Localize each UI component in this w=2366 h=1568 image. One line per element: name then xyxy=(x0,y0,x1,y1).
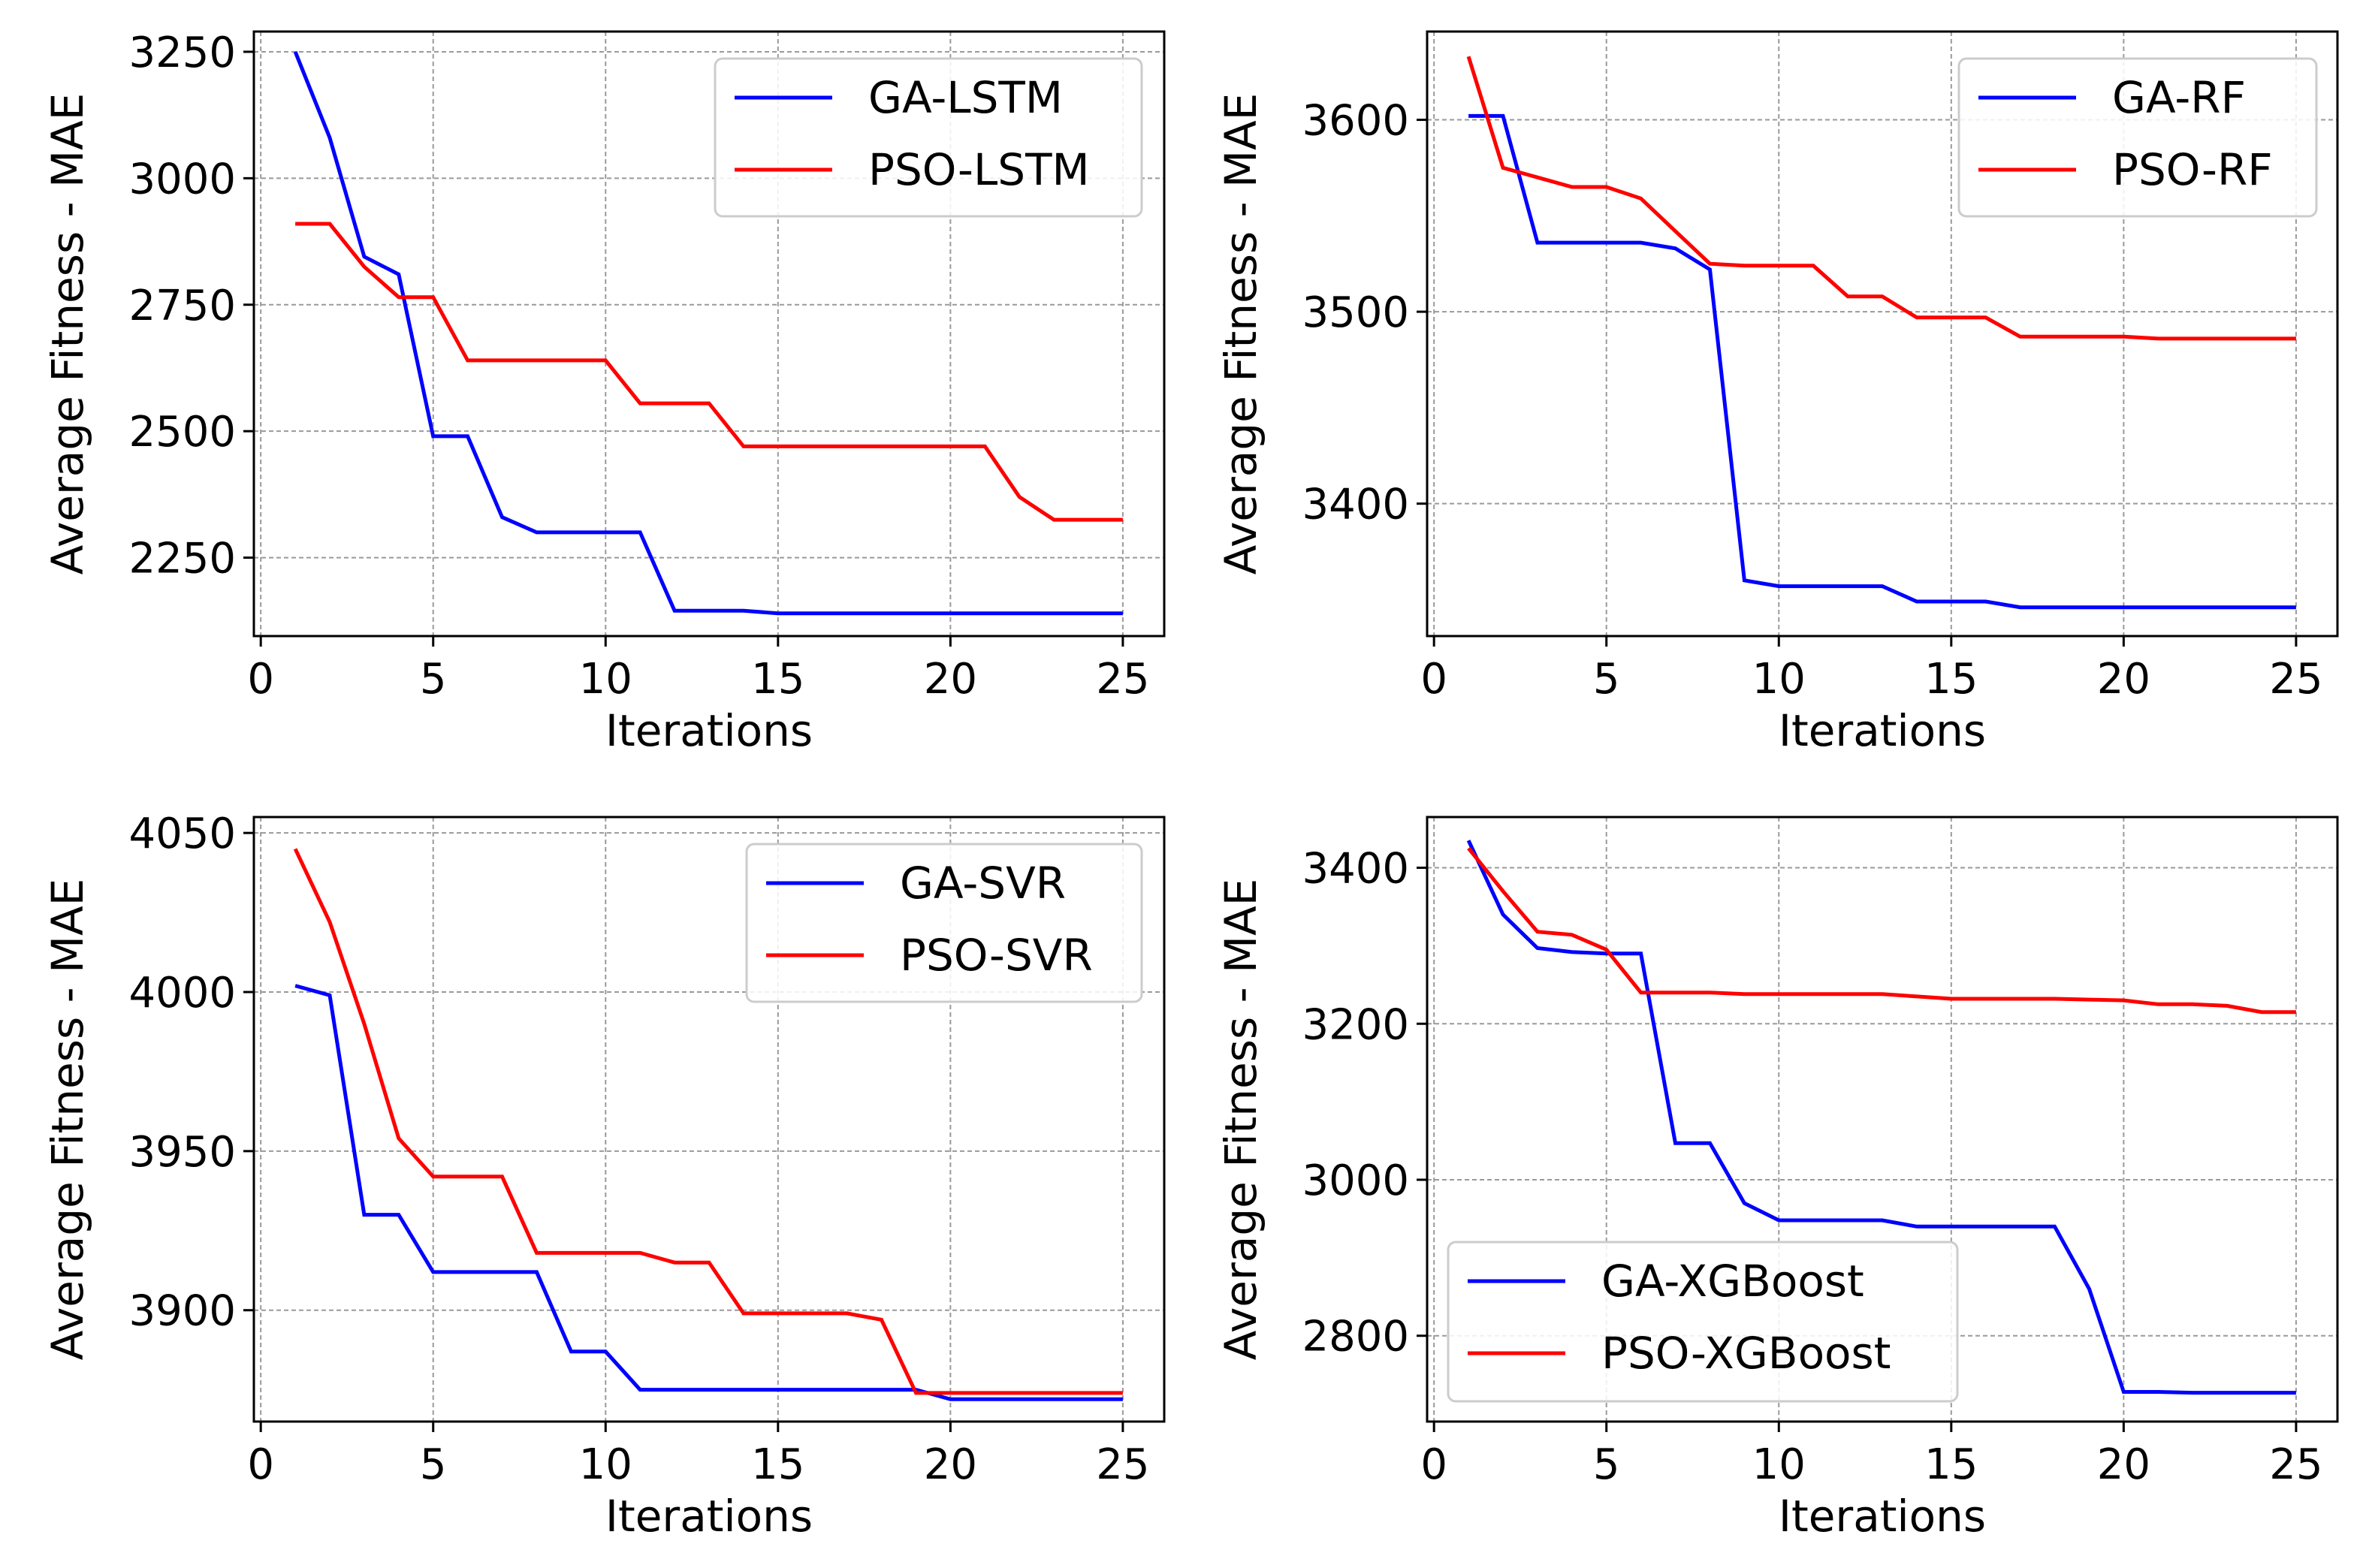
chart-panel-2: 0 5 10 15 20 25 3400 3500 3600 Iterations Average … xyxy=(1215,30,2339,756)
y-tick-label: 4050 xyxy=(128,810,236,858)
y-tick-label: 4000 xyxy=(128,969,236,1018)
legend-label: GA-RF xyxy=(2112,72,2246,123)
series-line-pso-xgboost xyxy=(1467,846,2296,1015)
x-tick-label: 5 xyxy=(1593,655,1620,704)
y-axis-label: Average Fitness - MAE xyxy=(1215,93,1266,575)
x-tick-label: 0 xyxy=(247,1440,274,1489)
x-axis-label: Iterations xyxy=(605,1491,813,1542)
legend-label: GA-LSTM xyxy=(868,72,1063,123)
series-line-pso-rf xyxy=(1466,56,2296,341)
legend-label: PSO-RF xyxy=(2112,144,2273,195)
y-axis-label: Average Fitness - MAE xyxy=(42,93,93,575)
x-tick-label: 0 xyxy=(1420,1440,1447,1489)
y-tick-label: 3000 xyxy=(128,155,236,204)
legend-label: GA-XGBoost xyxy=(1601,1256,1864,1307)
x-axis-label: Iterations xyxy=(605,705,813,756)
axes-frame xyxy=(252,30,1166,638)
x-tick-label: 25 xyxy=(2269,655,2322,704)
y-tick-label: 3900 xyxy=(128,1287,236,1336)
y-tick-label: 3250 xyxy=(128,29,236,77)
x-tick-label: 15 xyxy=(1924,655,1978,704)
x-tick-label: 5 xyxy=(1593,1440,1620,1489)
series-line-ga-xgboost xyxy=(1466,840,2296,1395)
x-tick-label: 25 xyxy=(1096,1440,1149,1489)
legend: GA-SVR PSO-SVR xyxy=(745,843,1143,1003)
y-tick-label: 2800 xyxy=(1302,1313,1409,1361)
legend-label: PSO-SVR xyxy=(900,930,1093,981)
x-axis-label: Iterations xyxy=(1779,1491,1986,1542)
x-tick-label: 25 xyxy=(2269,1440,2322,1489)
x-tick-label: 10 xyxy=(1752,655,1806,704)
legend-label: PSO-LSTM xyxy=(868,144,1090,195)
x-tick-label: 10 xyxy=(579,655,632,704)
x-tick-label: 20 xyxy=(924,655,977,704)
x-tick-label: 20 xyxy=(924,1440,977,1489)
y-tick-label: 3000 xyxy=(1302,1156,1409,1205)
series-line-ga-rf xyxy=(1468,113,2296,610)
legend-box xyxy=(1447,1241,1959,1403)
series-line-pso-svr xyxy=(293,848,1123,1395)
chart-panel-4: 0 5 10 15 20 25 2800 3000 3200 3400 Iterations Aver… xyxy=(1215,816,2339,1542)
x-tick-label: 20 xyxy=(2097,655,2150,704)
x-tick-label: 15 xyxy=(751,1440,804,1489)
x-tick-label: 10 xyxy=(1752,1440,1806,1489)
x-tick-label: 0 xyxy=(247,655,274,704)
x-tick-label: 20 xyxy=(2097,1440,2150,1489)
x-tick-label: 25 xyxy=(1096,655,1149,704)
y-tick-label: 2500 xyxy=(128,408,236,457)
y-axis-label: Average Fitness - MAE xyxy=(1215,879,1266,1361)
series-line-ga-lstm xyxy=(293,50,1123,616)
chart-panel-1: 0 5 10 15 20 25 2250 2500 2750 3000 3250 Iterations… xyxy=(42,29,1166,756)
series-line-pso-lstm xyxy=(295,222,1123,522)
series-line-ga-svr xyxy=(294,984,1123,1401)
axes-frame xyxy=(1426,816,2339,1423)
legend: GA-RF PSO-RF xyxy=(1957,57,2318,218)
y-tick-label: 3600 xyxy=(1302,97,1409,146)
x-tick-label: 5 xyxy=(420,1440,447,1489)
legend: GA-LSTM PSO-LSTM xyxy=(714,57,1143,218)
y-axis-label: Average Fitness - MAE xyxy=(42,879,93,1361)
y-tick-label: 3500 xyxy=(1302,288,1409,337)
y-tick-label: 2250 xyxy=(128,535,236,583)
y-tick-label: 2750 xyxy=(128,282,236,330)
legend: GA-XGBoost PSO-XGBoost xyxy=(1447,1241,1959,1403)
x-tick-label: 0 xyxy=(1420,655,1447,704)
x-tick-label: 10 xyxy=(579,1440,632,1489)
legend-label: GA-SVR xyxy=(900,858,1066,909)
y-tick-label: 3400 xyxy=(1302,481,1409,529)
axes-frame xyxy=(252,816,1166,1423)
y-tick-label: 3950 xyxy=(128,1128,236,1177)
x-tick-label: 5 xyxy=(420,655,447,704)
x-tick-label: 15 xyxy=(751,655,804,704)
y-tick-label: 3400 xyxy=(1302,845,1409,894)
legend-label: PSO-XGBoost xyxy=(1601,1328,1891,1379)
x-axis-label: Iterations xyxy=(1779,705,1986,756)
axes-frame xyxy=(1426,30,2339,638)
x-tick-label: 15 xyxy=(1924,1440,1978,1489)
chart-panel-3: 0 5 10 15 20 25 3900 3950 4000 4050 Iterations Aver… xyxy=(42,810,1166,1542)
y-tick-label: 3200 xyxy=(1302,1000,1409,1049)
